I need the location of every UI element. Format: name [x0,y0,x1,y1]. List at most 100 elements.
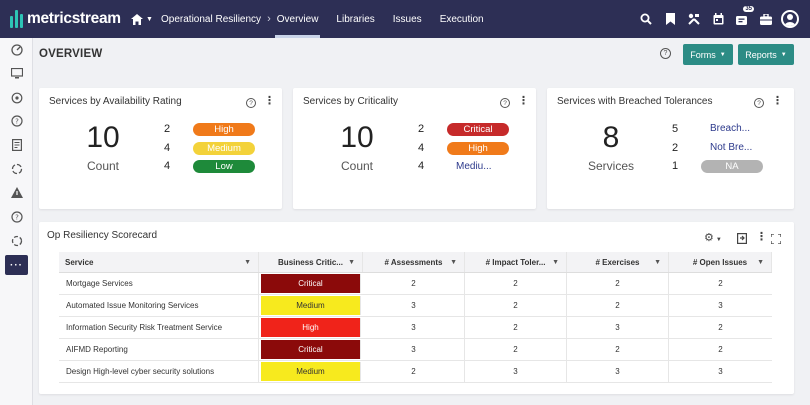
kebab-menu-icon[interactable]: ⋮ [264,95,275,107]
column-header-impact-tolerances[interactable]: # Impact Toler... ▼ [465,252,567,272]
metricstream-logo[interactable]: metricstream [10,10,123,28]
document-icon[interactable] [9,137,24,152]
calendar-icon[interactable] [706,0,730,38]
criticality-card: Services by Criticality ? ⋮ 10 Count 2 4… [293,88,536,209]
total-label: Count [340,159,374,173]
medium-link[interactable]: Mediu... [456,161,492,172]
high-pill[interactable]: High [193,123,255,136]
service-cell[interactable]: Design High-level cyber security solutio… [59,361,259,382]
search-icon[interactable] [634,0,658,38]
page-help-icon[interactable]: ? [660,48,671,59]
chevron-right-icon: › [267,13,271,25]
service-cell[interactable]: Mortgage Services [59,273,259,294]
table-row[interactable]: Design High-level cyber security solutio… [59,361,772,383]
na-pill[interactable]: NA [701,160,763,173]
low-pill[interactable]: Low [193,160,255,173]
reports-button[interactable]: Reports ▼ [738,44,794,65]
top-icons: 35 [634,0,802,38]
user-avatar[interactable] [778,0,802,38]
column-header-business-criticality[interactable]: Business Critic... ▼ [259,252,363,272]
impact-cell: 3 [465,361,567,382]
export-icon[interactable] [737,231,748,249]
total-count: 10 [86,121,120,154]
caret-down-icon: ▼ [715,237,722,243]
kebab-menu-icon[interactable]: ⋮ [518,95,529,107]
column-header-exercises[interactable]: # Exercises ▼ [567,252,669,272]
table-row[interactable]: Mortgage Services Critical 2 2 2 2 [59,273,772,295]
home-menu[interactable]: ▼ [131,13,161,25]
low-count: 4 [164,160,171,172]
nav-overview[interactable]: Overview [274,0,321,38]
caret-down-icon: ▼ [719,51,726,58]
critical-pill[interactable]: Critical [447,123,509,136]
column-header-service[interactable]: Service ▼ [59,252,259,272]
kebab-menu-icon[interactable]: ⋮ [772,95,783,107]
avatar-icon [781,10,799,28]
impact-cell: 2 [465,273,567,294]
column-header-open-issues[interactable]: # Open Issues ▼ [669,252,772,272]
service-cell[interactable]: AIFMD Reporting [59,339,259,360]
forms-button-label: Forms [690,49,716,60]
table-row[interactable]: Automated Issue Monitoring Services Medi… [59,295,772,317]
criticality-cell: Medium [261,296,361,315]
high-count: 2 [164,123,171,135]
medium-count: 4 [164,142,171,154]
nav-execution[interactable]: Execution [439,13,484,25]
medium-count: 4 [418,160,425,172]
impact-cell: 2 [465,295,567,316]
expand-icon[interactable] [770,231,782,249]
notifications-icon[interactable]: 35 [730,0,754,38]
briefcase-icon[interactable] [754,0,778,38]
caret-down-icon: ▼ [348,258,355,266]
card-title: Services with Breached Tolerances [557,96,713,107]
caret-down-icon: ▼ [552,258,559,266]
criticality-cell: Critical [261,340,361,359]
criticality-cell: Medium [261,362,361,381]
question-icon[interactable]: ? [9,209,24,224]
reports-button-label: Reports [745,49,777,60]
logo-mark-icon [10,10,24,28]
dashboard-icon[interactable] [9,42,24,57]
impact-cell: 2 [465,339,567,360]
issues-cell: 3 [718,367,723,376]
forms-button[interactable]: Forms ▼ [683,44,733,65]
assessments-cell: 2 [363,273,465,294]
exercises-cell: 2 [567,273,669,294]
breadcrumb-operational-resiliency[interactable]: Operational Resiliency [161,13,262,25]
bookmark-icon[interactable] [658,0,682,38]
nav-issues[interactable]: Issues [392,13,422,25]
not-breached-link[interactable]: Not Bre... [710,142,753,153]
help-icon[interactable]: ? [9,113,24,128]
sync-icon[interactable] [9,233,24,248]
help-icon[interactable]: ? [246,98,256,108]
issues-cell: 2 [718,345,723,354]
total-label: Count [86,159,120,173]
availability-rating-card: Services by Availability Rating ? ⋮ 10 C… [39,88,282,209]
settings-icon[interactable]: ⚙ ▼ [704,232,722,244]
nav-libraries[interactable]: Libraries [336,13,375,25]
refresh-icon[interactable] [9,161,24,176]
monitor-icon[interactable] [9,66,24,81]
table-row[interactable]: Information Security Risk Treatment Serv… [59,317,772,339]
help-icon[interactable]: ? [500,98,510,108]
table-row[interactable]: AIFMD Reporting Critical 3 2 2 2 [59,339,772,361]
total-label: Services [587,159,634,173]
network-icon[interactable] [9,90,24,105]
kebab-menu-icon[interactable]: ⋮ [756,231,767,243]
help-icon[interactable]: ? [754,98,764,108]
more-icon[interactable]: ··· [5,255,28,275]
caret-down-icon: ▼ [450,258,457,266]
tools-icon[interactable] [682,0,706,38]
card-title: Services by Availability Rating [49,96,182,107]
assessments-cell: 3 [363,339,465,360]
critical-count: 2 [418,123,425,135]
medium-pill[interactable]: Medium [193,142,255,155]
assessments-cell: 3 [363,295,465,316]
notification-count-badge: 35 [743,6,754,12]
service-cell[interactable]: Automated Issue Monitoring Services [59,295,259,316]
high-pill[interactable]: High [447,142,509,155]
breached-link[interactable]: Breach... [710,123,751,134]
column-header-assessments[interactable]: # Assessments ▼ [363,252,465,272]
warning-icon[interactable] [9,185,24,200]
service-cell[interactable]: Information Security Risk Treatment Serv… [59,317,259,338]
